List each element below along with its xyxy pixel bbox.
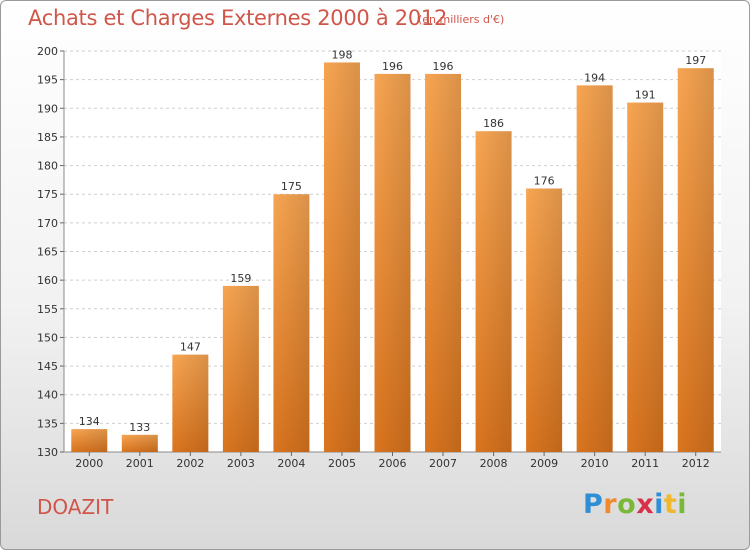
bar-shade	[273, 194, 310, 452]
bar-value-label: 175	[281, 180, 302, 193]
y-tick-label: 190	[37, 102, 58, 115]
y-tick-label: 155	[37, 303, 58, 316]
y-tick-label: 130	[37, 446, 58, 459]
bar-shade	[425, 73, 462, 453]
bar-value-label: 196	[433, 60, 454, 73]
y-tick-label: 195	[37, 74, 58, 87]
y-tick-label: 180	[37, 160, 58, 173]
x-tick-label: 2005	[328, 457, 356, 470]
x-tick-label: 2001	[126, 457, 154, 470]
logo-letter: r	[603, 489, 618, 520]
logo-letter: t	[663, 489, 678, 520]
place-name: DOAZIT	[37, 495, 114, 519]
logo-letter: o	[617, 489, 637, 520]
x-tick-label: 2000	[75, 457, 103, 470]
y-tick-label: 160	[37, 274, 58, 287]
bar-shade	[121, 434, 158, 452]
logo-letter: P	[583, 489, 604, 520]
y-tick-label: 175	[37, 188, 58, 201]
x-tick-label: 2006	[379, 457, 407, 470]
x-tick-label: 2002	[176, 457, 204, 470]
bar-value-label: 197	[685, 54, 706, 67]
logo-letter: x	[636, 489, 655, 520]
x-tick-label: 2009	[530, 457, 558, 470]
y-tick-label: 135	[37, 417, 58, 430]
y-tick-label: 200	[37, 45, 58, 58]
x-tick-label: 2007	[429, 457, 457, 470]
x-tick-label: 2012	[682, 457, 710, 470]
y-tick-label: 165	[37, 246, 58, 259]
bar-shade	[374, 73, 411, 453]
bar-value-label: 147	[180, 341, 201, 354]
bar-value-label: 196	[382, 60, 403, 73]
x-tick-label: 2010	[581, 457, 609, 470]
bar-shade	[526, 188, 563, 452]
x-tick-label: 2003	[227, 457, 255, 470]
bar-value-label: 133	[129, 421, 150, 434]
bar-value-label: 176	[534, 174, 555, 187]
logo-letter: i	[654, 489, 664, 520]
proxiti-logo: Proxiti	[583, 489, 687, 520]
bar-shade	[475, 131, 512, 452]
bar-shade	[172, 354, 209, 452]
bar-shade	[71, 429, 108, 452]
chart-title: Achats et Charges Externes 2000 à 2012	[28, 6, 448, 30]
y-tick-label: 150	[37, 331, 58, 344]
bar-value-label: 191	[635, 89, 656, 102]
bar-shade	[576, 85, 613, 452]
bar-value-label: 186	[483, 117, 504, 130]
bar-value-label: 194	[584, 71, 605, 84]
x-tick-label: 2004	[277, 457, 305, 470]
bar-shade	[627, 102, 664, 453]
bar-value-label: 134	[79, 415, 100, 428]
x-tick-label: 2011	[631, 457, 659, 470]
x-tick-label: 2008	[480, 457, 508, 470]
bar-value-label: 198	[331, 48, 352, 61]
y-tick-label: 145	[37, 360, 58, 373]
y-tick-label: 140	[37, 389, 58, 402]
bar-shade	[222, 285, 259, 452]
logo-letter: i	[677, 489, 688, 520]
y-tick-label: 170	[37, 217, 58, 230]
chart-subtitle: (en milliers d'€)	[418, 13, 505, 26]
bar-shade	[323, 62, 360, 452]
bar-value-label: 159	[230, 272, 251, 285]
y-tick-label: 185	[37, 131, 58, 144]
bar-shade	[677, 68, 714, 452]
